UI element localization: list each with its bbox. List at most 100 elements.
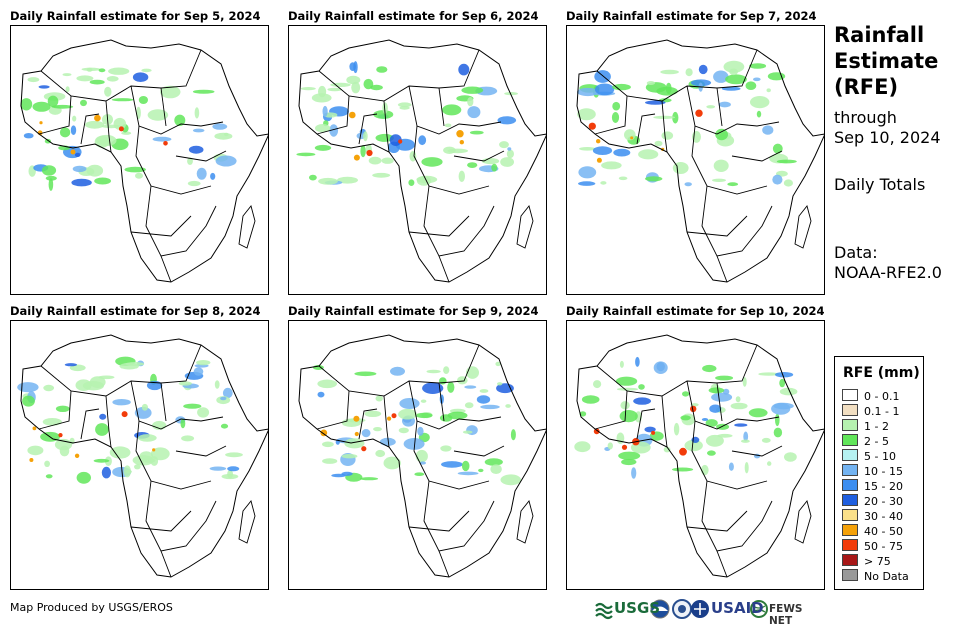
rainfall-field [296, 61, 518, 186]
rain-cell [579, 147, 596, 151]
rain-cell [174, 114, 186, 127]
rain-cell [85, 120, 105, 129]
legend-swatch [842, 404, 858, 416]
rain-cell [187, 180, 201, 187]
rain-cell [403, 438, 425, 450]
africa-map [296, 39, 546, 283]
rain-cell [462, 430, 473, 434]
rain-cell [397, 102, 412, 108]
rain-cell [505, 404, 511, 408]
rain-cell [698, 64, 708, 75]
panel-title: Daily Rainfall estimate for Sep 6, 2024 [288, 9, 539, 23]
rainfall-map [10, 320, 269, 590]
country-border [316, 390, 350, 430]
rain-cell [214, 132, 233, 140]
legend-item: 50 - 75 [842, 539, 903, 553]
rain-cell [743, 431, 749, 442]
rain-cell [661, 131, 674, 140]
rain-cell [491, 163, 498, 172]
data-label: Data: [834, 243, 878, 262]
rain-cell [415, 449, 428, 463]
rain-cell [457, 471, 479, 476]
rain-cell [99, 413, 107, 420]
rain-cell [711, 392, 733, 402]
panel-title: Daily Rainfall estimate for Sep 7, 2024 [566, 9, 817, 23]
legend-label: 10 - 15 [864, 465, 903, 478]
rain-cell [748, 408, 768, 418]
rain-cell [86, 164, 104, 177]
data-value: NOAA-RFE2.0 [834, 263, 942, 282]
rain-cell [225, 452, 243, 458]
rain-cell [72, 165, 87, 173]
legend-label: 15 - 20 [864, 480, 903, 493]
africa-map [574, 334, 824, 578]
country-border [145, 185, 217, 257]
rain-cell [337, 176, 358, 184]
legend-swatch [842, 554, 858, 566]
country-border [160, 550, 172, 578]
rain-cell [341, 471, 353, 476]
rain-cell [139, 451, 153, 461]
through-value: Sep 10, 2024 [834, 128, 941, 147]
rain-cell [74, 152, 81, 157]
country-border [438, 382, 445, 422]
rain-cell [510, 429, 516, 441]
rain-cell [702, 364, 717, 373]
legend-item: 10 - 15 [842, 464, 903, 478]
rain-cell [187, 157, 193, 165]
rain-cell [375, 395, 383, 402]
rainfall-map [10, 25, 269, 295]
rain-cell [322, 441, 334, 448]
rain-cell [426, 369, 441, 374]
rain-cell [125, 362, 145, 366]
rainfall-map [566, 25, 825, 295]
country-border [716, 382, 723, 422]
rain-cell [441, 461, 463, 468]
legend-label: 50 - 75 [864, 540, 903, 553]
country-border [731, 150, 783, 162]
legend-swatch [842, 569, 858, 581]
rain-cell [713, 70, 729, 83]
rain-cell [672, 467, 694, 472]
panel-title: Daily Rainfall estimate for Sep 9, 2024 [288, 304, 539, 318]
country-border [38, 95, 72, 135]
rain-cell [417, 426, 424, 436]
rain-cell [109, 446, 131, 459]
rain-cell [616, 387, 639, 391]
country-border [636, 113, 656, 145]
rain-cell [458, 170, 465, 182]
rain-cell [363, 78, 374, 90]
rain-cell [330, 82, 351, 87]
rain-cell [387, 416, 392, 421]
rainfall-field [20, 67, 237, 191]
title-line: Rainfall [834, 23, 925, 47]
rain-cell [504, 92, 518, 96]
rain-cell [64, 363, 77, 367]
fewsnet-globe-icon [750, 600, 768, 618]
rain-cell [592, 146, 613, 155]
rain-cell [499, 141, 509, 149]
rain-cell [734, 423, 748, 427]
rain-cell [132, 72, 149, 82]
rain-cell [706, 105, 716, 109]
rain-cell [121, 411, 128, 418]
rain-cell [96, 134, 117, 147]
rain-cell [660, 69, 679, 75]
rain-cell [443, 366, 450, 374]
rain-cell [596, 157, 602, 163]
madagascar-outline [794, 205, 812, 249]
rain-cell [507, 147, 512, 151]
rain-cell [685, 68, 693, 77]
rain-cell [98, 68, 106, 73]
country-border [408, 380, 502, 430]
country-border [701, 185, 773, 257]
country-border [358, 408, 378, 440]
coastline [298, 334, 546, 578]
rain-cell [27, 445, 44, 456]
rain-cell [181, 435, 195, 442]
rain-cell [74, 453, 80, 458]
country-border [160, 382, 167, 422]
rain-cell [197, 407, 210, 418]
rain-cell [398, 427, 409, 434]
legend: RFE (mm) 0 - 0.1 0.1 - 1 1 - 2 2 - 5 5 - 10 1… [834, 356, 924, 590]
